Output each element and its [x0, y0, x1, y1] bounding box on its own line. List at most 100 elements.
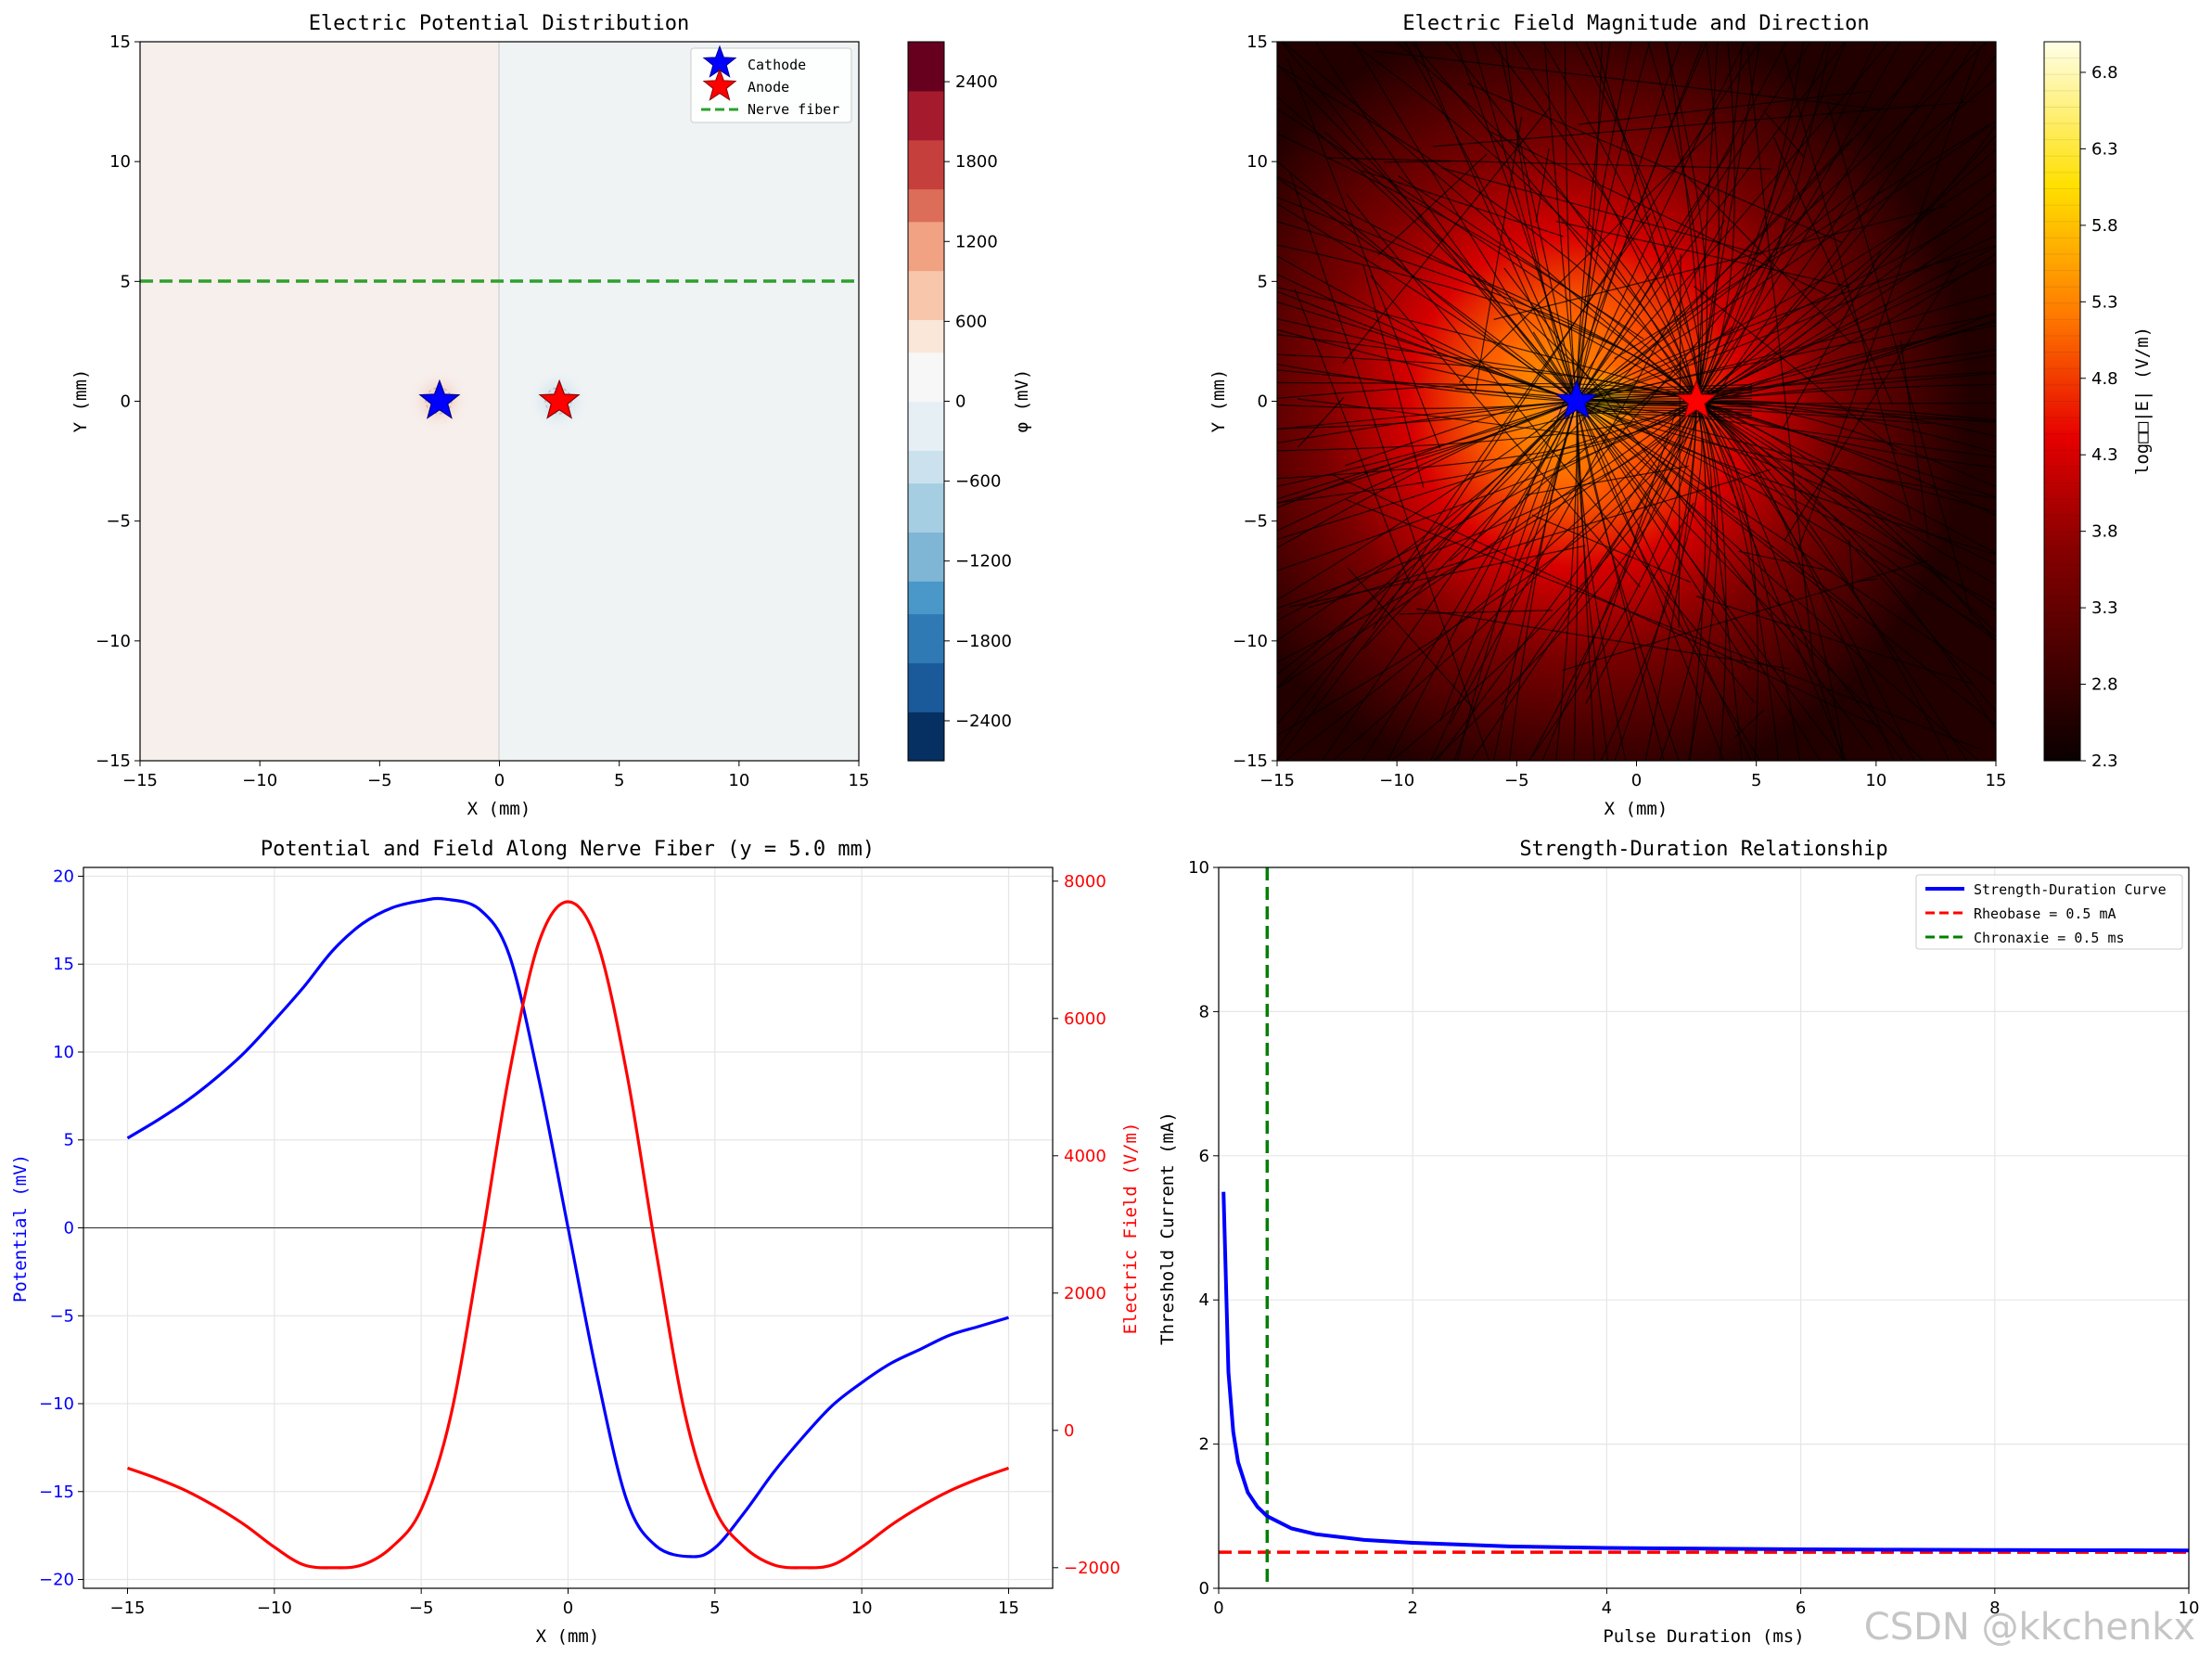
- streamline: [1687, 401, 1719, 761]
- colorbar-band: [908, 287, 944, 304]
- streamline: [1695, 400, 1996, 555]
- colorbar-band: [908, 630, 944, 648]
- colorbar-tick-label: 1200: [955, 232, 998, 251]
- streamline: [1277, 328, 1697, 405]
- y-tick-label: 4: [1199, 1290, 1209, 1310]
- streamline: [1286, 58, 1441, 449]
- streamline: [1449, 326, 1733, 562]
- streamline: [1377, 153, 1488, 256]
- streamline: [1695, 401, 1996, 611]
- streamline: [1576, 392, 1753, 397]
- streamline: [1528, 401, 1697, 761]
- streamline: [1449, 219, 1726, 725]
- streamline: [1695, 401, 1968, 761]
- streamline: [1783, 251, 1882, 428]
- streamline: [1277, 401, 1697, 689]
- streamline: [1277, 364, 1577, 403]
- streamline: [1695, 42, 1720, 402]
- streamline: [1695, 400, 1996, 469]
- streamline: [1373, 43, 1759, 630]
- streamline: [1576, 401, 1845, 761]
- legend-anode-star: [702, 68, 737, 101]
- x-tick-label: −15: [1259, 771, 1295, 790]
- colorbar-band: [908, 646, 944, 663]
- streamline: [1695, 401, 1845, 761]
- streamline: [1399, 610, 1554, 615]
- colorbar-band: [908, 613, 944, 631]
- streamline: [1585, 42, 1698, 402]
- streamline: [1678, 253, 1681, 628]
- streamline: [1695, 400, 1996, 517]
- streamline: [1576, 400, 1996, 637]
- y-tick-label: −10: [1233, 632, 1268, 651]
- colorbar-tick-label: 5.8: [2091, 216, 2118, 236]
- streamline: [1615, 426, 1859, 620]
- streamline: [1277, 400, 1578, 487]
- colorbar-band: [908, 401, 944, 418]
- streamline: [1277, 401, 1697, 737]
- streamline: [1859, 578, 1878, 583]
- colorbar-band: [908, 237, 944, 255]
- colorbar-tick-label: 0: [955, 392, 965, 412]
- field-colorbar: [2044, 42, 2080, 761]
- x-tick-label: −15: [110, 1598, 146, 1618]
- streamline: [1298, 398, 1596, 438]
- x-tick-label: 0: [1213, 1598, 1223, 1618]
- streamline: [1347, 567, 1476, 712]
- y-tick-label: −5: [1243, 512, 1268, 532]
- colorbar-band: [908, 744, 944, 762]
- y-tick-label: 5: [64, 1131, 74, 1150]
- y-tick-label: 20: [53, 867, 74, 886]
- colorbar-band: [908, 123, 944, 141]
- colorbar-band: [908, 532, 944, 549]
- streamline: [1410, 42, 1697, 402]
- streamline: [1576, 42, 1603, 402]
- streamline: [1576, 400, 1996, 565]
- fiber-ylabel-right: Electric Field (V/m): [1120, 1123, 1141, 1335]
- streamline: [1773, 137, 1894, 405]
- colorbar-tick-label: 6.8: [2091, 63, 2118, 83]
- colorbar-band: [908, 433, 944, 451]
- streamline: [1695, 148, 1996, 402]
- legend-anode-label: Anode: [748, 79, 789, 96]
- streamline: [1289, 173, 1490, 761]
- colorbar-band: [908, 156, 944, 173]
- x-tick-label: −10: [242, 771, 277, 790]
- y-tick-label: 15: [53, 955, 74, 974]
- colorbar-band: [908, 74, 944, 92]
- streamline: [1574, 42, 1702, 402]
- colorbar-tick-label: 3.3: [2091, 598, 2118, 618]
- y-tick-label: −20: [39, 1571, 74, 1590]
- streamline: [1576, 389, 1753, 395]
- streamline: [1308, 469, 1771, 609]
- streamline: [1321, 401, 1578, 761]
- streamline: [1695, 595, 1974, 685]
- colorbar-band: [908, 302, 944, 321]
- streamline: [1353, 42, 1578, 402]
- potential-xlabel: X (mm): [467, 799, 531, 819]
- streamline: [1277, 401, 1578, 761]
- field-ylabel: Y (mm): [1208, 369, 1229, 433]
- streamline: [1576, 401, 1609, 761]
- colorbar-band: [908, 499, 944, 517]
- potential-colorbar: [908, 42, 944, 762]
- colorbar-band: [908, 352, 944, 369]
- streamline: [1695, 42, 1761, 402]
- colorbar-tick-label: 2.8: [2091, 675, 2118, 695]
- colorbar-band: [908, 107, 944, 124]
- y-tick-label: 2: [1199, 1435, 1209, 1455]
- x-tick-label: 10: [728, 771, 749, 790]
- colorbar-tick-label: 2400: [955, 72, 998, 92]
- colorbar-band: [908, 548, 944, 566]
- y-right-tick-label: 6000: [1064, 1009, 1106, 1029]
- field-xlabel: X (mm): [1605, 799, 1669, 819]
- potential-panel: Electric Potential Distribution −15 −10 −5…: [70, 12, 1032, 819]
- streamline: [1576, 400, 1996, 499]
- streamline: [1492, 401, 1578, 761]
- potential-title: Electric Potential Distribution: [309, 12, 690, 35]
- streamline: [1277, 64, 1697, 402]
- streamline: [1695, 400, 1996, 731]
- x-tick-label: 15: [1986, 771, 2007, 790]
- y-tick-label: 10: [109, 152, 131, 172]
